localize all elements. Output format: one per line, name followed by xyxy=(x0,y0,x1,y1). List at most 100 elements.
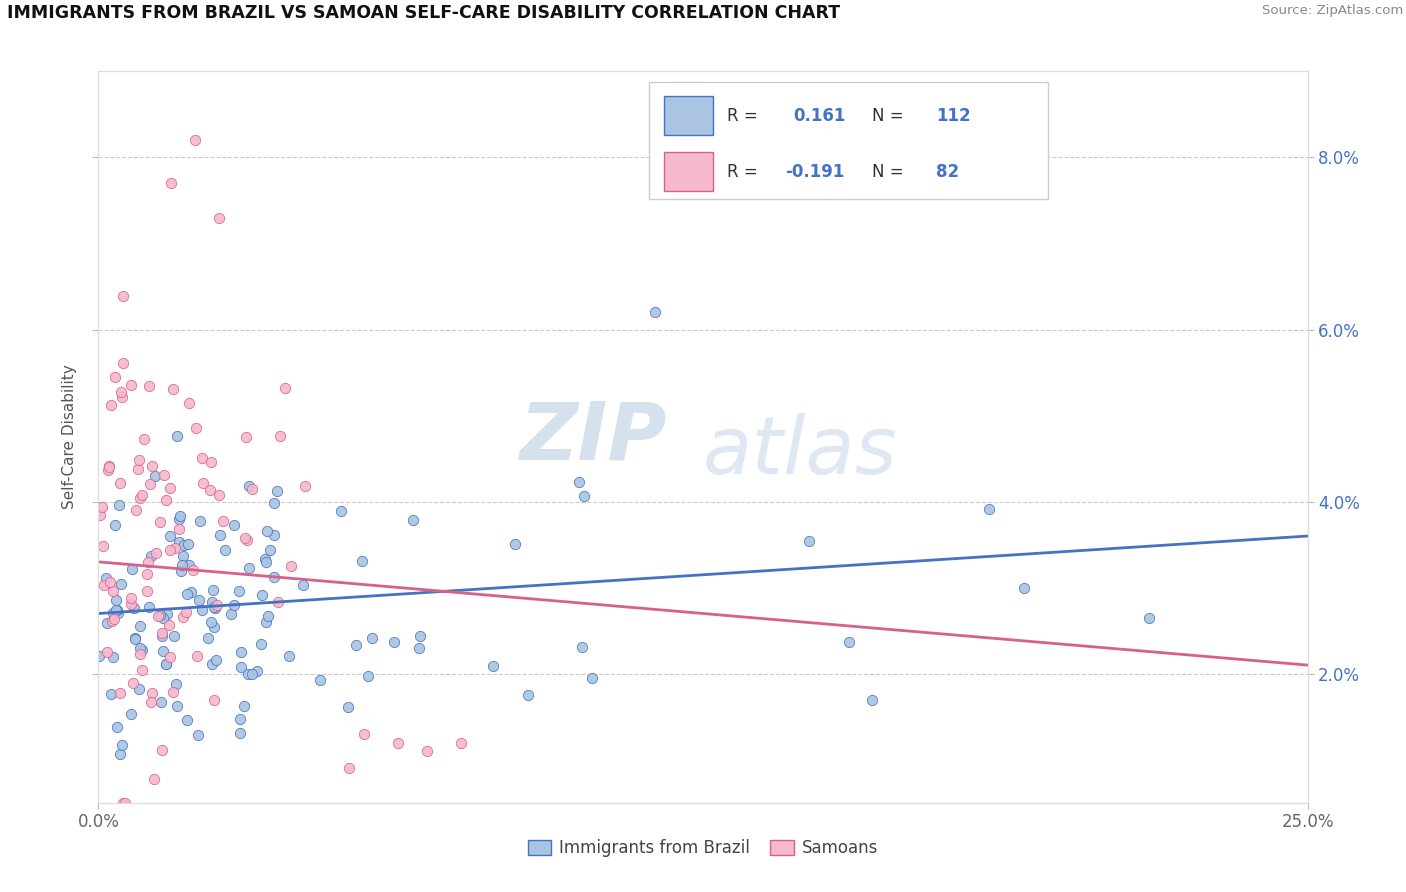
Point xyxy=(356,669,378,683)
Point xyxy=(110,576,132,591)
Point xyxy=(252,588,274,602)
Text: 112: 112 xyxy=(936,107,972,125)
Point xyxy=(149,515,172,529)
Point xyxy=(644,305,666,319)
Point xyxy=(96,645,118,659)
Point xyxy=(221,607,243,621)
Point xyxy=(482,658,505,673)
Point xyxy=(197,631,219,645)
Point xyxy=(266,595,288,609)
Point xyxy=(100,687,122,701)
Point xyxy=(129,647,152,661)
Point xyxy=(150,625,173,640)
Point xyxy=(98,459,121,474)
Point xyxy=(201,657,224,671)
Point xyxy=(104,370,127,384)
Point xyxy=(205,598,228,612)
Point xyxy=(145,546,167,560)
Point xyxy=(200,455,222,469)
Point xyxy=(101,606,124,620)
Point xyxy=(236,667,259,681)
Point xyxy=(89,508,111,522)
Point xyxy=(568,475,591,489)
Text: R =: R = xyxy=(727,162,763,180)
Point xyxy=(208,211,231,225)
Point xyxy=(229,726,252,740)
Text: atlas: atlas xyxy=(703,413,898,491)
Point xyxy=(173,538,195,552)
Text: ZIP: ZIP xyxy=(519,398,666,476)
Point xyxy=(124,631,146,645)
Point xyxy=(131,642,153,657)
Point xyxy=(229,645,252,659)
Point xyxy=(294,479,316,493)
Legend: Immigrants from Brazil, Samoans: Immigrants from Brazil, Samoans xyxy=(522,832,884,864)
Point xyxy=(202,600,225,615)
Point xyxy=(114,796,136,810)
Point xyxy=(165,677,187,691)
Point xyxy=(254,615,277,629)
Point xyxy=(131,488,153,502)
Point xyxy=(162,382,184,396)
Point xyxy=(97,463,120,477)
Point xyxy=(977,502,1000,516)
Point xyxy=(155,657,177,671)
Point xyxy=(166,429,188,443)
Point xyxy=(165,541,187,556)
Point xyxy=(121,676,143,690)
Point xyxy=(198,483,221,497)
Point xyxy=(269,429,291,443)
Point xyxy=(222,518,245,533)
Point xyxy=(344,638,367,652)
Point xyxy=(246,664,269,678)
Point xyxy=(138,379,160,393)
Text: Source: ZipAtlas.com: Source: ZipAtlas.com xyxy=(1263,4,1403,18)
Point xyxy=(208,488,231,502)
Point xyxy=(263,528,285,542)
Point xyxy=(190,603,212,617)
Point xyxy=(329,503,352,517)
Point xyxy=(191,450,214,465)
Text: 82: 82 xyxy=(936,162,959,180)
Point xyxy=(163,628,186,642)
Point xyxy=(169,535,191,549)
Point xyxy=(134,432,156,446)
Point xyxy=(139,477,162,491)
Point xyxy=(149,695,172,709)
Point xyxy=(103,650,125,665)
Point xyxy=(112,796,135,810)
Point xyxy=(238,560,260,574)
Point xyxy=(202,693,225,707)
Point xyxy=(159,529,181,543)
Point xyxy=(101,614,124,628)
Point xyxy=(249,637,271,651)
Point xyxy=(108,476,131,491)
Point xyxy=(176,713,198,727)
Point xyxy=(263,570,285,584)
Point xyxy=(172,558,194,572)
Point xyxy=(188,593,211,607)
Point xyxy=(229,712,252,726)
Point xyxy=(228,583,250,598)
Point xyxy=(149,607,172,622)
Point xyxy=(235,430,257,444)
Point xyxy=(120,591,142,605)
Point xyxy=(172,549,194,564)
Point xyxy=(266,483,288,498)
Point xyxy=(128,619,150,633)
Point xyxy=(159,481,181,495)
Point xyxy=(107,720,129,734)
Point xyxy=(104,602,127,616)
Point xyxy=(408,640,430,655)
Point xyxy=(94,571,117,585)
Point xyxy=(172,610,194,624)
Point xyxy=(138,555,160,569)
Point xyxy=(176,587,198,601)
Point xyxy=(212,514,235,528)
Point xyxy=(450,735,472,749)
Point xyxy=(256,524,278,538)
Point xyxy=(153,467,176,482)
Point xyxy=(572,490,595,504)
Point xyxy=(127,462,149,476)
Point xyxy=(129,491,152,505)
